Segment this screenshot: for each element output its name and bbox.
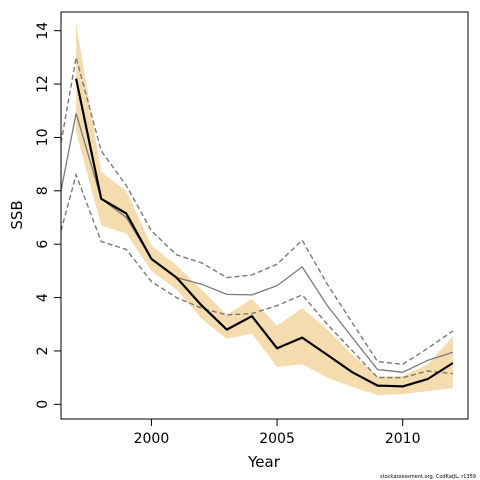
y-tick-label: 10 bbox=[35, 128, 51, 146]
plot-frame bbox=[60, 11, 469, 420]
y-tick-label: 6 bbox=[35, 240, 51, 249]
y-tick-label: 0 bbox=[35, 400, 51, 409]
y-tick-label: 4 bbox=[35, 293, 51, 302]
x-tick-label: 2000 bbox=[134, 431, 170, 447]
estimate-series-line bbox=[75, 78, 454, 388]
y-axis-title: SSB bbox=[8, 200, 26, 229]
confidence-band-layer bbox=[76, 22, 453, 395]
y-tick-label: 12 bbox=[35, 75, 51, 93]
x-tick-label: 2005 bbox=[259, 431, 295, 447]
footnote: stockassessment.org, CodKatJL, r1359 bbox=[380, 474, 476, 480]
estimate-confidence-band bbox=[76, 22, 453, 395]
y-tick-label: 14 bbox=[35, 22, 51, 40]
y-tick-label: 8 bbox=[35, 186, 51, 195]
x-axis: 2000 2005 2010 bbox=[134, 419, 421, 447]
reference-lower-bound-line bbox=[60, 172, 453, 379]
reference-series-line bbox=[60, 113, 454, 373]
series-line-layer bbox=[60, 57, 454, 388]
x-axis-title: Year bbox=[247, 453, 281, 471]
x-tick-label: 2010 bbox=[385, 431, 421, 447]
y-tick-label: 2 bbox=[35, 346, 51, 355]
y-axis: 0 2 4 6 8 10 12 14 bbox=[35, 22, 61, 409]
reference-upper-bound-line bbox=[60, 57, 454, 366]
